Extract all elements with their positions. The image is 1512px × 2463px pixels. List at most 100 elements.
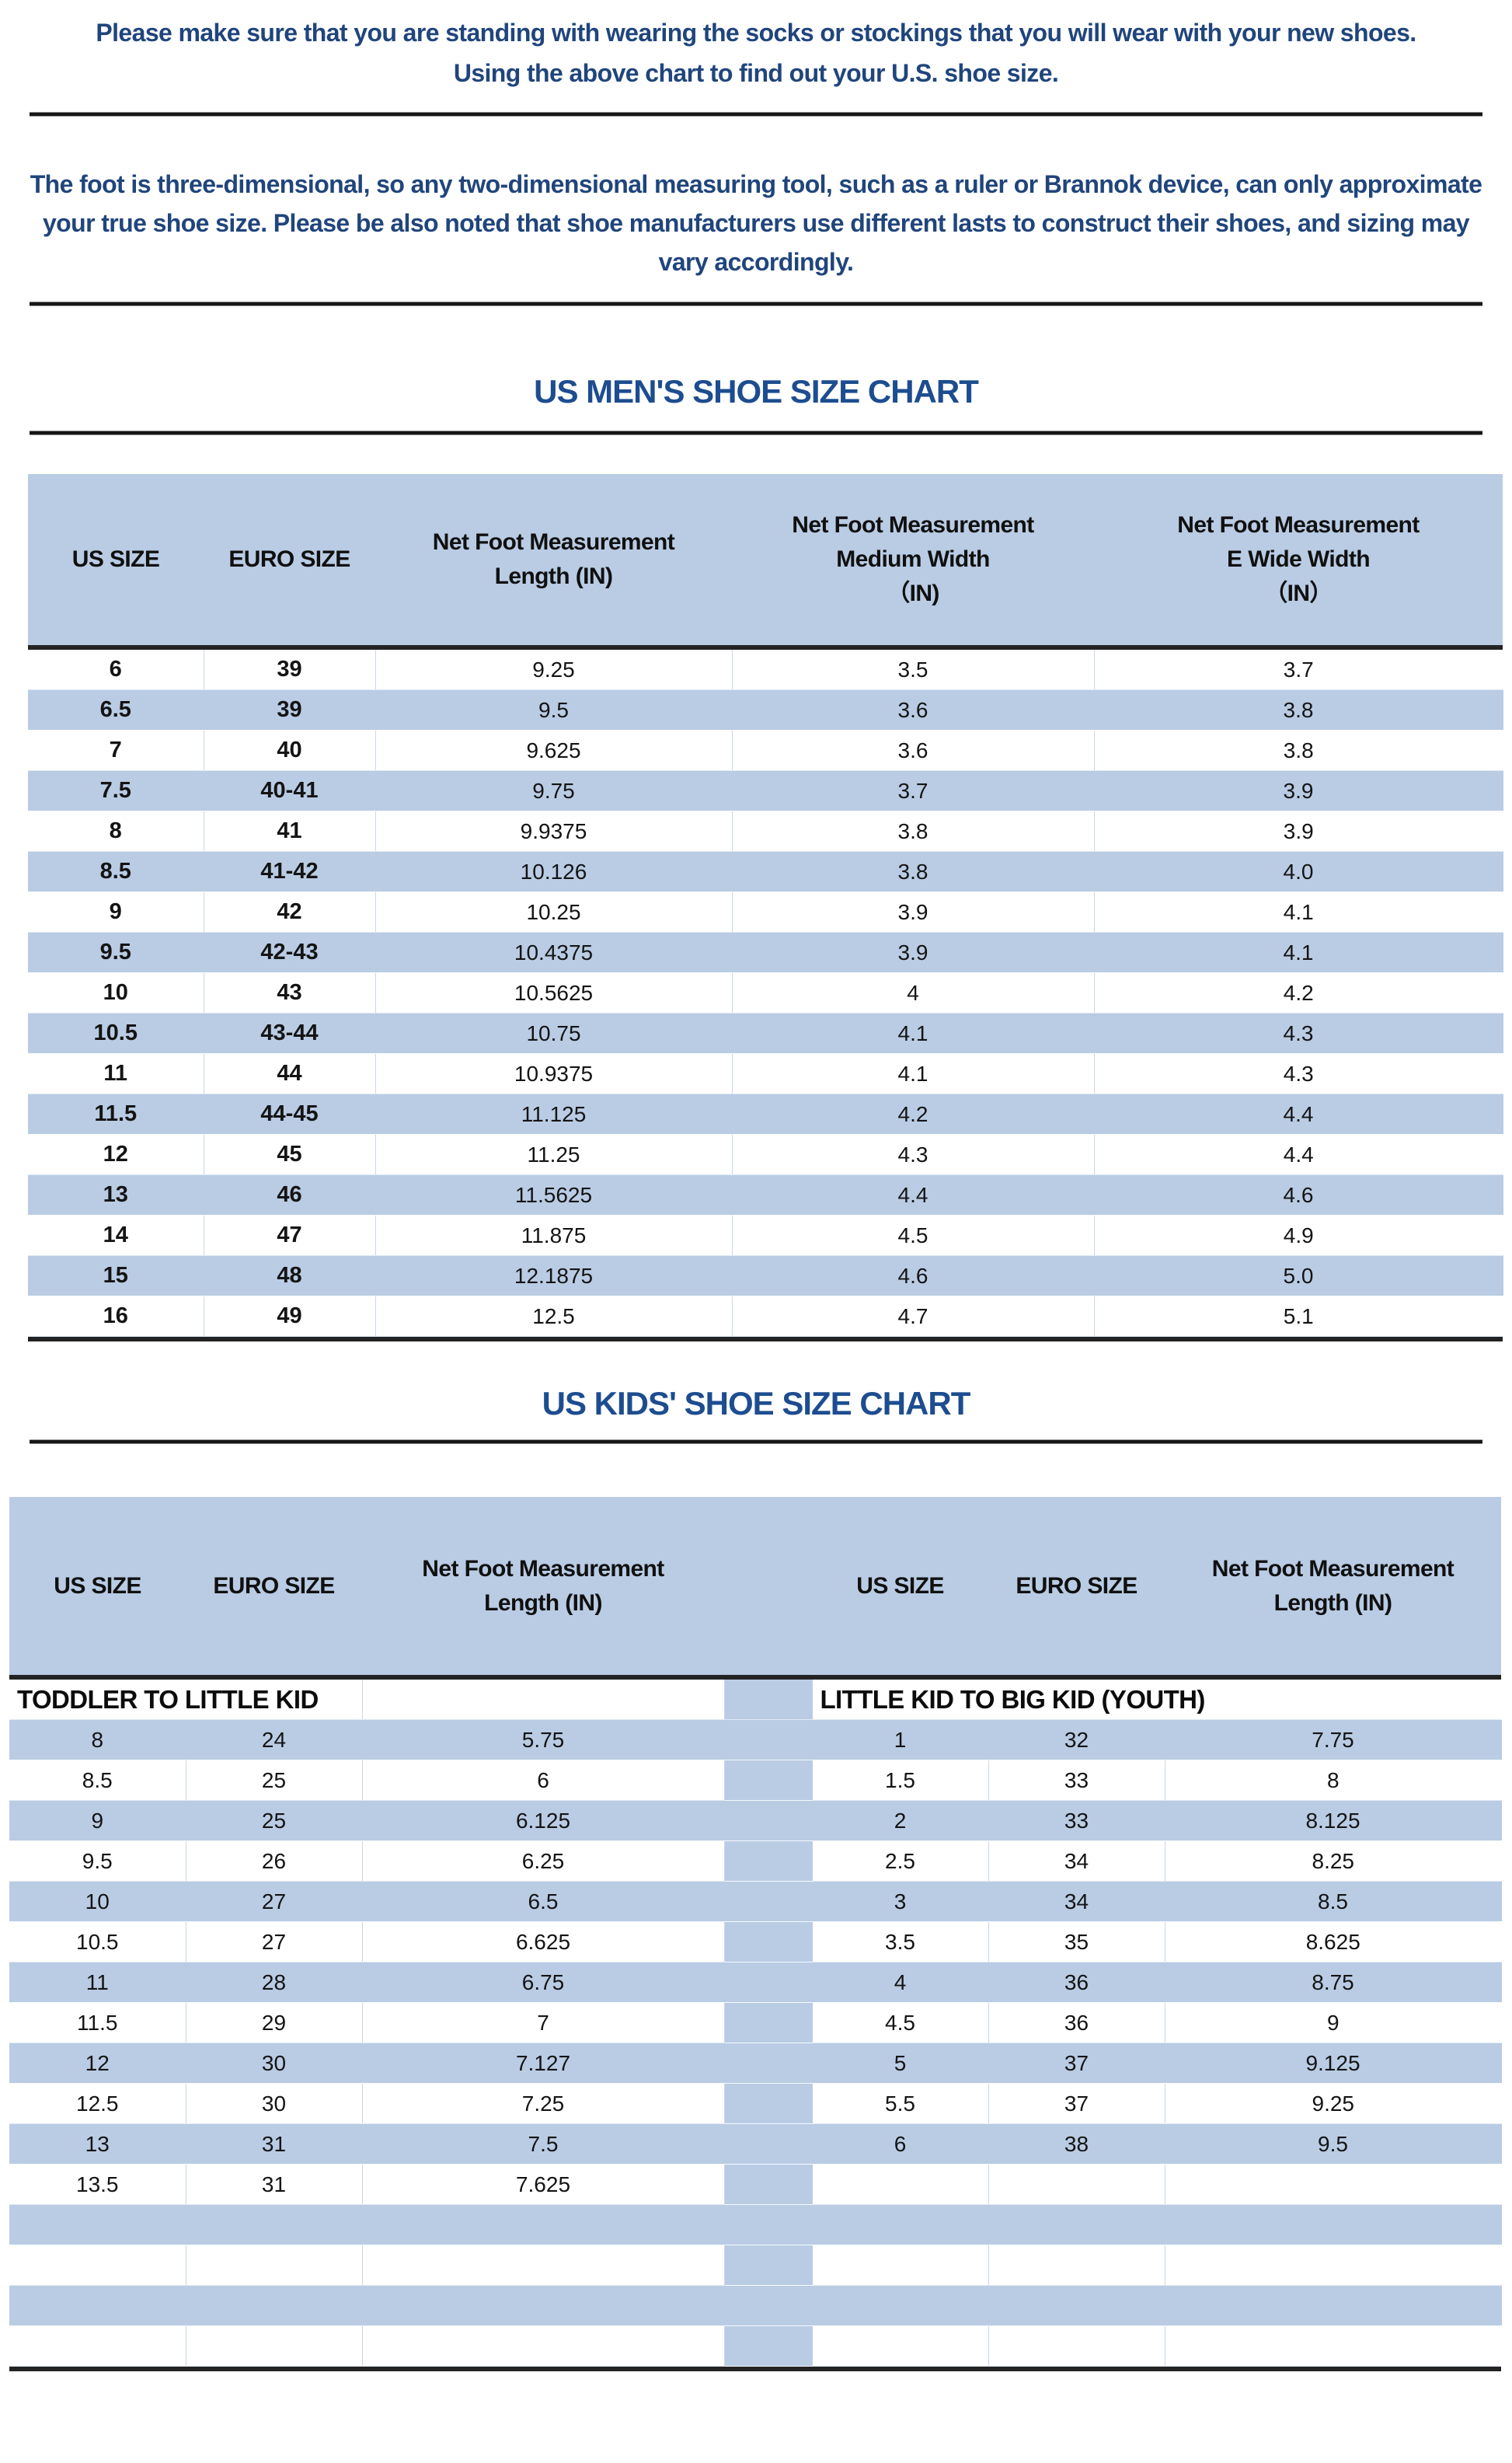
horizontal-rule <box>30 431 1482 435</box>
table-cell: 10.25 <box>375 891 733 933</box>
table-cell: 8 <box>1165 1760 1501 1801</box>
table-cell: 8.75 <box>1165 1962 1502 2003</box>
section-label-youth: LITTLE KID TO BIG KID (YOUTH) <box>812 1677 1501 1720</box>
table-cell: 4.2 <box>1094 972 1503 1013</box>
table-cell: 4.6 <box>732 1255 1095 1296</box>
table-cell: 12 <box>9 2043 186 2084</box>
table-cell: 7.5 <box>362 2123 725 2165</box>
table-cell: 12.5 <box>9 2083 186 2124</box>
separator-cell <box>723 1760 813 1801</box>
table-cell: 4.5 <box>812 2002 989 2043</box>
table-cell: 8.125 <box>1165 1800 1502 1841</box>
table-cell: 49 <box>204 1296 376 1337</box>
table-cell <box>1165 2325 1501 2367</box>
table-cell: 28 <box>186 1962 363 2003</box>
separator-cell <box>723 2002 813 2043</box>
table-cell: 41 <box>204 811 376 852</box>
table-cell: 4.1 <box>1094 891 1503 933</box>
table-cell: 30 <box>186 2083 363 2124</box>
table-cell: 40-41 <box>204 770 376 811</box>
table-cell: 45 <box>204 1134 376 1175</box>
table-cell: 9.5 <box>28 932 204 973</box>
separator-cell <box>723 2204 813 2245</box>
table-cell: 39 <box>204 689 376 731</box>
table-cell <box>9 2325 186 2367</box>
kids-table-row: 9.5 26 6.25 2.5 34 8.25 <box>9 1840 1501 1882</box>
kids-table-row: 13.5 31 7.625 <box>9 2164 1501 2205</box>
kids-table-row <box>9 2285 1502 2326</box>
table-cell: 3.8 <box>1094 689 1503 731</box>
separator-cell <box>723 2123 813 2165</box>
table-cell: 6.75 <box>362 1962 725 2003</box>
mens-chart-title: US MEN'S SHOE SIZE CHART <box>534 373 979 410</box>
table-cell: 8.25 <box>1165 1840 1501 1882</box>
table-cell: 43-44 <box>204 1013 376 1054</box>
separator-cell <box>723 1719 813 1760</box>
separator-cell <box>723 2325 813 2367</box>
kids-chart-title: US KIDS' SHOE SIZE CHART <box>542 1385 971 1422</box>
table-cell: 9.625 <box>375 730 733 771</box>
separator-cell <box>723 2285 813 2326</box>
table-cell: 33 <box>988 1800 1165 1841</box>
table-cell: 7.75 <box>1165 1719 1502 1760</box>
table-cell: 8.5 <box>28 851 204 892</box>
intro-paragraph: Please make sure that you are standing w… <box>23 12 1489 93</box>
table-cell: 40 <box>204 730 376 771</box>
table-cell: 3.6 <box>732 689 1095 731</box>
table-cell: 9.5 <box>9 1840 186 1882</box>
table-cell: 13.5 <box>9 2164 186 2205</box>
table-cell <box>988 2204 1165 2245</box>
table-cell: 42-43 <box>204 932 376 973</box>
table-cell: 44-45 <box>204 1094 376 1135</box>
mens-table-row: 7 40 9.625 3.6 3.8 <box>28 730 1503 771</box>
table-cell: 6 <box>28 647 204 690</box>
separator-cell <box>723 1677 813 1720</box>
separator-cell <box>723 2245 813 2286</box>
table-cell <box>362 2325 725 2367</box>
table-cell: 5.0 <box>1094 1255 1503 1296</box>
table-cell: 7.5 <box>28 770 204 811</box>
table-cell <box>9 2285 186 2326</box>
table-cell: 9.5 <box>1165 2123 1502 2165</box>
table-cell <box>1165 2164 1501 2205</box>
table-cell: 25 <box>186 1760 363 1801</box>
column-header-length-left: Net Foot Measurement Length (IN) <box>362 1497 724 1680</box>
table-cell: 3.8 <box>732 851 1095 892</box>
table-cell: 3.7 <box>732 770 1095 811</box>
kids-section-row: TODDLER TO LITTLE KID LITTLE KID TO BIG … <box>9 1677 1501 1720</box>
horizontal-rule <box>30 302 1482 306</box>
table-cell: 11.5 <box>28 1094 204 1135</box>
mens-table-row: 14 47 11.875 4.5 4.9 <box>28 1215 1503 1256</box>
kids-table-row: 10.5 27 6.625 3.5 35 8.625 <box>9 1921 1501 1962</box>
table-cell: 30 <box>186 2043 363 2084</box>
separator-cell <box>723 1840 813 1882</box>
table-cell: 13 <box>28 1174 204 1216</box>
table-cell: 11.5625 <box>375 1174 733 1216</box>
table-cell: 5.75 <box>362 1719 725 1760</box>
table-cell: 4.5 <box>732 1215 1095 1256</box>
table-cell: 10.4375 <box>375 932 733 973</box>
table-cell: 3.5 <box>732 647 1095 690</box>
table-cell <box>362 2204 725 2245</box>
table-cell: 4.3 <box>1094 1053 1503 1094</box>
table-cell: 31 <box>186 2123 363 2165</box>
table-cell: 4.1 <box>1094 932 1503 973</box>
table-cell: 4.2 <box>732 1094 1095 1135</box>
table-cell <box>988 2164 1165 2205</box>
table-cell: 44 <box>204 1053 376 1094</box>
table-cell: 33 <box>988 1760 1165 1801</box>
table-cell: 10.9375 <box>375 1053 733 1094</box>
table-cell: 11.25 <box>375 1134 733 1175</box>
table-cell: 36 <box>988 2002 1165 2043</box>
table-cell: 4.4 <box>1094 1094 1503 1135</box>
table-cell: 4 <box>732 972 1095 1013</box>
table-cell: 6.25 <box>362 1840 725 1882</box>
table-cell: 9.25 <box>375 647 733 690</box>
mens-size-table-wrap: US SIZE EURO SIZE Net Foot Measurement L… <box>28 474 1503 1341</box>
table-cell: 6.125 <box>362 1800 725 1841</box>
kids-size-table-wrap: US SIZE EURO SIZE Net Foot Measurement L… <box>9 1497 1502 2371</box>
table-cell <box>812 2245 989 2286</box>
table-cell: 48 <box>204 1255 376 1296</box>
kids-table-row: 13 31 7.5 6 38 9.5 <box>9 2123 1502 2165</box>
mens-table-row: 8 41 9.9375 3.8 3.9 <box>28 811 1503 852</box>
